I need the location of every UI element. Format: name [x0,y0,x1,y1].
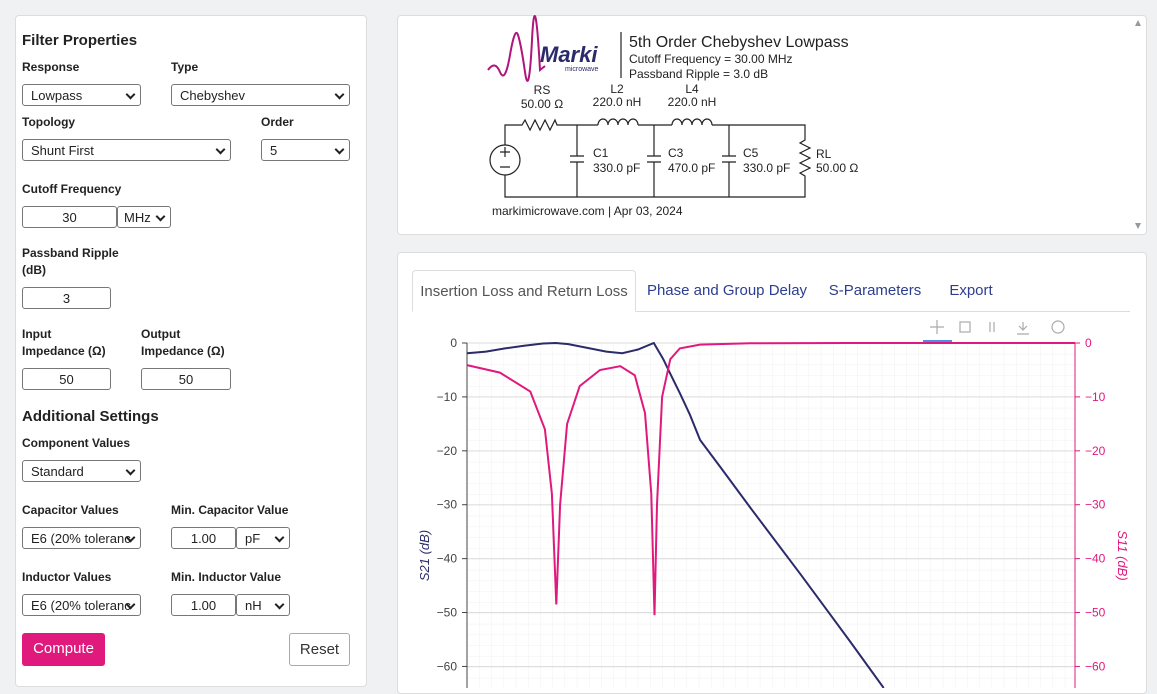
y-tick-label: −60 [437,659,458,673]
label: Min. Inductor Value [171,570,282,584]
label: Min. Capacitor Value [171,503,289,517]
heading: Additional Settings [22,408,159,425]
footer: markimicrowave.com | Apr 03, 2024 [492,204,683,218]
component-value: 220.0 nH [668,95,717,109]
select[interactable]: pF [236,527,290,549]
label: Order [261,115,294,129]
input[interactable]: 50 [141,368,231,390]
label: Type [171,60,199,74]
component-value: 470.0 pF [668,161,715,175]
component-value: 50.00 Ω [816,161,858,175]
label: Output Impedance (Ω) [141,327,225,358]
component-value: 50.00 Ω [521,97,563,111]
component-name: L4 [685,82,699,96]
select[interactable]: Chebyshev [171,84,350,106]
component-name: RL [816,147,832,161]
series-line [466,341,885,688]
input[interactable]: 3 [22,287,111,309]
input[interactable]: 1.00 [171,594,236,616]
component-name: C5 [743,146,759,160]
label: Cutoff Frequency [22,182,122,196]
filter-panel [15,15,367,687]
compute-button[interactable]: Compute [22,633,105,666]
chart: 0 −10 −20 −30 −40 −50 −60 0 −10 −20 −30 −40 −50 −60 S2… [417,320,1130,688]
label: Capacitor Values [22,503,119,517]
tab[interactable]: Phase and Group Delay [646,282,808,299]
select[interactable]: MHz [117,206,171,228]
y2-tick-label: 0 [1085,336,1092,350]
tab[interactable]: Export [949,282,993,299]
component-value: 330.0 pF [593,161,640,175]
select[interactable]: Shunt First [22,139,231,161]
ripple: Passband Ripple = 3.0 dB [629,67,768,81]
y2-tick-label: −20 [1085,444,1106,458]
tab[interactable]: Insertion Loss and Return Loss [412,270,636,312]
y2-axis-title: S11 (dB) [1115,530,1130,580]
reset-button[interactable]: Reset [289,633,350,666]
tab[interactable]: S-Parameters [828,282,922,299]
logo-sub: microwave [565,66,599,73]
component-name: L2 [610,82,624,96]
component-name: RS [534,83,551,97]
tab-rule [412,311,1130,312]
cutoff: Cutoff Frequency = 30.00 MHz [629,52,793,66]
label: Component Values [22,436,131,450]
y2-tick-label: −50 [1085,606,1106,620]
y-tick-label: −50 [437,606,458,620]
select[interactable]: 5 [261,139,350,161]
label: Response [22,60,80,74]
select[interactable]: nH [236,594,290,616]
y2-tick-label: −10 [1085,390,1106,404]
modebar-highlight [923,340,952,343]
select[interactable]: E6 (20% toleranc [22,594,141,616]
label: Inductor Values [22,570,112,584]
y-tick-label: −20 [437,444,458,458]
schematic-title: 5th Order Chebyshev Lowpass [629,34,849,51]
component-name: C3 [668,146,684,160]
select[interactable]: E6 (20% toleranc [22,527,141,549]
input[interactable]: 50 [22,368,111,390]
logo: Marki [540,42,598,67]
label: Passband Ripple (dB) [22,246,119,277]
heading: Filter Properties [22,32,138,49]
select[interactable]: Lowpass [22,84,141,106]
minor-grid [467,343,1075,688]
label: Topology [22,115,76,129]
y-tick-label: 0 [450,336,457,350]
modebar [930,320,1065,335]
y-tick-label: −40 [437,552,458,566]
component-name: C1 [593,146,609,160]
y2-tick-label: −60 [1085,659,1106,673]
y-axis-title: S21 (dB) [417,530,432,581]
schematic: Marki microwave 5th Order Chebyshev Lowp… [487,15,1141,229]
select[interactable]: Standard [22,460,141,482]
component-value: 330.0 pF [743,161,790,175]
y2-tick-label: −30 [1085,498,1106,512]
y2-tick-label: −40 [1085,552,1106,566]
input[interactable]: 30 [22,206,117,228]
component-value: 220.0 nH [593,95,642,109]
input[interactable]: 1.00 [171,527,236,549]
series-line [466,342,1075,616]
y-tick-label: −10 [437,390,458,404]
y-tick-label: −30 [437,498,458,512]
label: Input Impedance (Ω) [22,327,106,358]
